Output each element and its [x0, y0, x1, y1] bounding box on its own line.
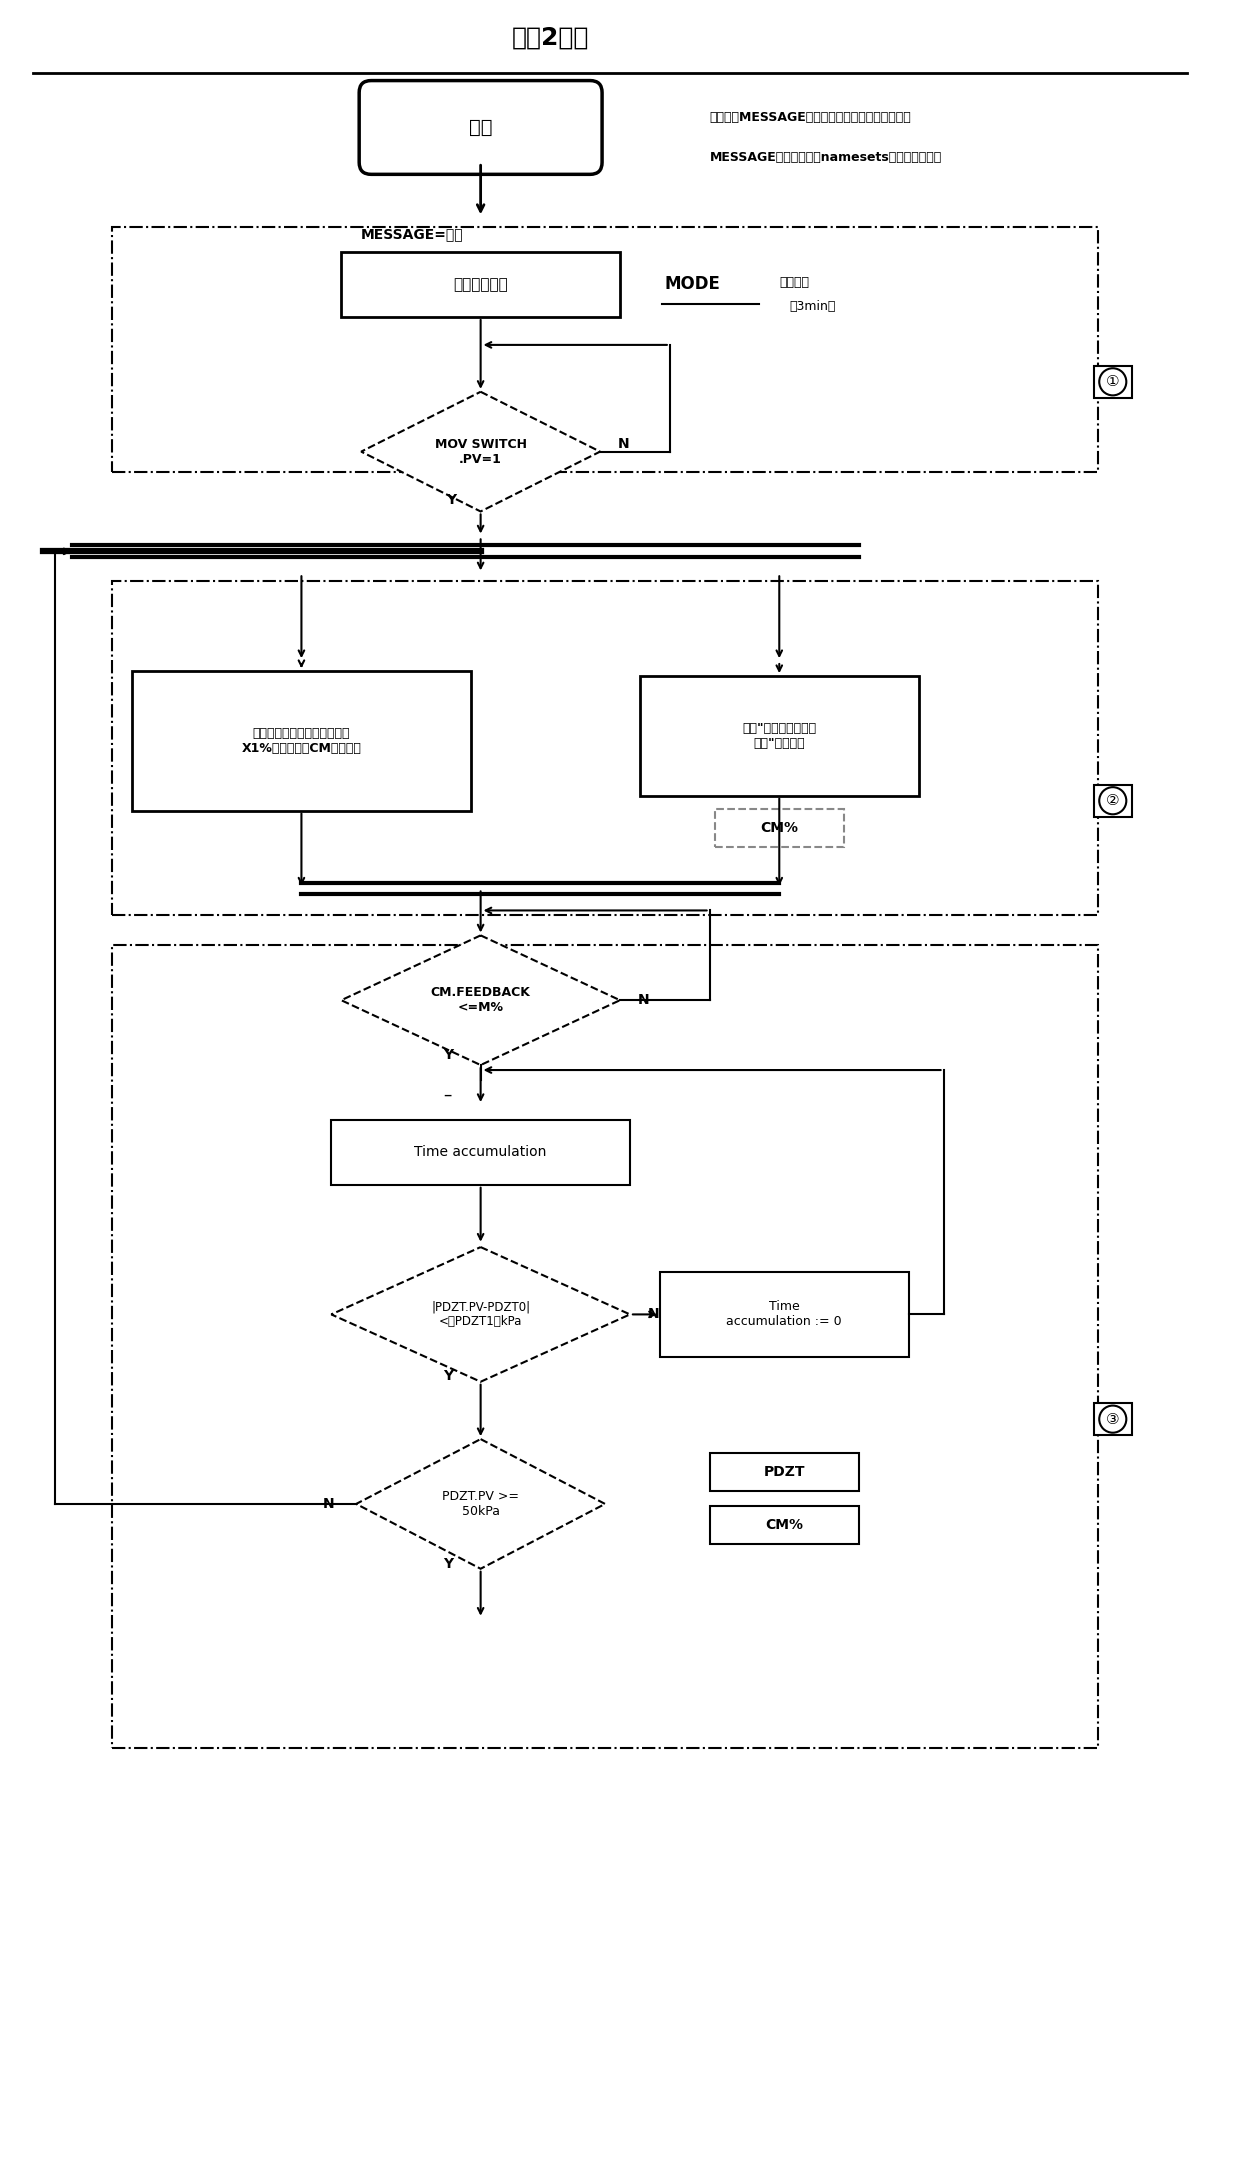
Bar [341, 252, 620, 317]
Text: Y: Y [443, 1556, 453, 1571]
Text: –: – [443, 1085, 451, 1105]
Text: 模式状态切换: 模式状态切换 [454, 278, 508, 293]
Text: MODE: MODE [665, 276, 720, 293]
Text: Y: Y [446, 493, 456, 506]
Text: N: N [637, 994, 650, 1007]
Bar [1094, 367, 1132, 397]
Text: MESSAGE=启动: MESSAGE=启动 [361, 228, 464, 241]
Text: 读取裂解气大阀当前阀门位置
X1%，发出关闭CM阀位命令: 读取裂解气大阀当前阀门位置 X1%，发出关闭CM阀位命令 [242, 727, 361, 755]
Text: 建立参数MESSAGE，选择顺控序列（默认为停止）: 建立参数MESSAGE，选择顺控序列（默认为停止） [709, 111, 911, 124]
Text: 超时报警: 超时报警 [779, 276, 810, 289]
Text: N: N [322, 1497, 335, 1510]
Bar [1094, 786, 1132, 816]
Text: Time accumulation: Time accumulation [414, 1146, 547, 1159]
Bar [714, 809, 844, 846]
Bar [1094, 1404, 1132, 1434]
Bar [133, 671, 471, 812]
Text: 启动"裂解气大阀焦粒
卡滞"保护逻辑: 启动"裂解气大阀焦粒 卡滞"保护逻辑 [743, 723, 816, 751]
Polygon shape [341, 935, 620, 1065]
Polygon shape [331, 1248, 630, 1382]
Text: CM%: CM% [765, 1517, 804, 1532]
Bar [709, 1454, 859, 1491]
Bar [331, 1120, 630, 1185]
Circle shape [1099, 788, 1126, 814]
Text: PDZT: PDZT [764, 1465, 805, 1480]
Text: 启动: 启动 [469, 117, 492, 137]
Circle shape [1099, 1406, 1126, 1432]
Text: ①: ① [1106, 373, 1120, 388]
Bar [113, 946, 1097, 1749]
Bar [113, 228, 1097, 471]
Text: 模式2状态: 模式2状态 [512, 26, 589, 50]
Text: Y: Y [443, 1369, 453, 1382]
Bar [640, 677, 919, 796]
Text: CM%: CM% [760, 820, 799, 835]
Text: CM.FEEDBACK
<=M%: CM.FEEDBACK <=M% [430, 985, 531, 1013]
Polygon shape [361, 393, 600, 512]
Text: ②: ② [1106, 794, 1120, 807]
Circle shape [1099, 369, 1126, 395]
Text: MESSAGE，参数类型：namesets（启动，停止）: MESSAGE，参数类型：namesets（启动，停止） [709, 152, 942, 165]
FancyBboxPatch shape [360, 80, 603, 174]
Text: （3min）: （3min） [789, 299, 836, 312]
Text: PDZT.PV >=
50kPa: PDZT.PV >= 50kPa [443, 1491, 520, 1519]
Text: N: N [647, 1306, 660, 1322]
Bar [113, 582, 1097, 916]
Bar [660, 1272, 909, 1356]
Bar [709, 1506, 859, 1543]
Text: Time
accumulation := 0: Time accumulation := 0 [727, 1300, 842, 1328]
Text: Y: Y [443, 1048, 453, 1061]
Polygon shape [356, 1439, 605, 1569]
Text: N: N [618, 436, 630, 451]
Text: ③: ③ [1106, 1413, 1120, 1426]
Text: MOV SWITCH
.PV=1: MOV SWITCH .PV=1 [435, 438, 527, 467]
Text: |PDZT.PV-PDZT0|
<（PDZT1）kPa: |PDZT.PV-PDZT0| <（PDZT1）kPa [432, 1300, 531, 1328]
